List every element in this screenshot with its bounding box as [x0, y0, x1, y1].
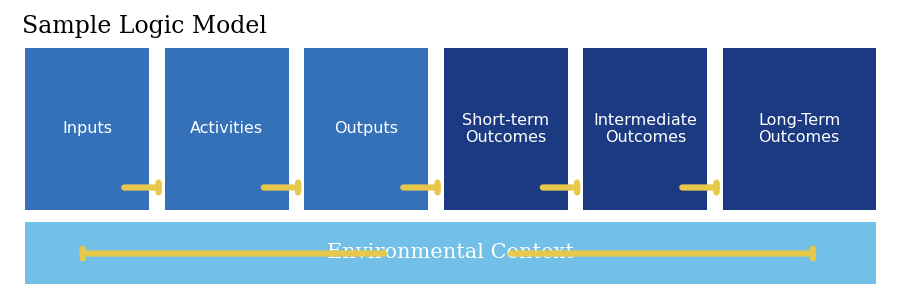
Bar: [583, 48, 707, 210]
Bar: [304, 48, 428, 210]
Text: Short-term
Outcomes: Short-term Outcomes: [463, 113, 549, 145]
Text: Intermediate
Outcomes: Intermediate Outcomes: [593, 113, 698, 145]
Text: Activities: Activities: [190, 122, 264, 136]
Bar: [25, 222, 876, 284]
Bar: [444, 48, 568, 210]
Text: Sample Logic Model: Sample Logic Model: [22, 15, 267, 38]
Bar: [723, 48, 876, 210]
Text: Long-Term
Outcomes: Long-Term Outcomes: [758, 113, 841, 145]
Bar: [25, 48, 149, 210]
Text: Outputs: Outputs: [334, 122, 399, 136]
Text: Environmental Context: Environmental Context: [327, 243, 574, 262]
Text: Inputs: Inputs: [62, 122, 112, 136]
Bar: [165, 48, 289, 210]
